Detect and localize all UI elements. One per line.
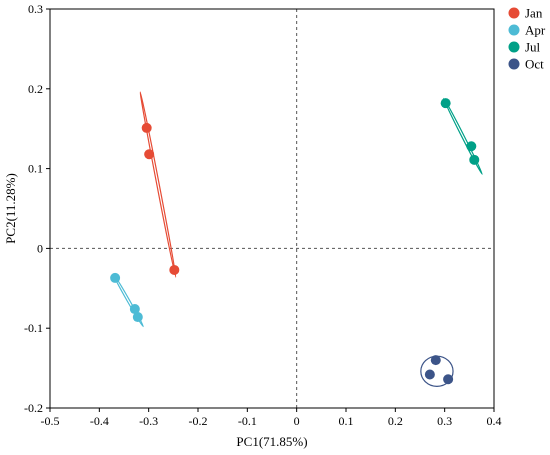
point-jul bbox=[469, 154, 480, 165]
y-axis-label: PC2(11.28%) bbox=[3, 173, 18, 244]
x-tick-label: -0.4 bbox=[90, 414, 109, 428]
legend-marker-apr bbox=[508, 24, 520, 36]
x-tick-label: 0.2 bbox=[388, 414, 403, 428]
legend-marker-oct bbox=[508, 58, 520, 70]
ellipse-jul bbox=[443, 97, 483, 175]
ellipse-jan bbox=[139, 91, 177, 278]
x-tick-label: -0.5 bbox=[41, 414, 60, 428]
x-tick-label: -0.3 bbox=[139, 414, 158, 428]
x-axis-ticks: -0.5 -0.4 -0.3 -0.2 -0.1 0 0.1 0.2 0.3 0.4 bbox=[41, 408, 502, 428]
point-apr bbox=[129, 304, 140, 315]
plot-frame bbox=[49, 8, 495, 409]
y-tick-label: 0.3 bbox=[28, 2, 43, 16]
x-tick-label: 0.4 bbox=[487, 414, 502, 428]
point-jan bbox=[141, 122, 152, 133]
legend-label-oct: Oct bbox=[525, 57, 544, 72]
legend-marker-jan bbox=[508, 7, 520, 19]
reference-lines bbox=[50, 9, 494, 408]
point-apr bbox=[110, 272, 121, 283]
legend-label-jul: Jul bbox=[525, 40, 541, 55]
legend-marker-jul bbox=[508, 41, 520, 53]
x-tick-label: 0 bbox=[294, 414, 300, 428]
point-oct bbox=[430, 355, 441, 366]
x-tick-label: -0.2 bbox=[189, 414, 208, 428]
y-tick-label: -0.2 bbox=[24, 401, 43, 415]
point-oct bbox=[443, 374, 454, 385]
point-jan bbox=[169, 264, 180, 275]
y-tick-label: 0.2 bbox=[28, 82, 43, 96]
legend: Jan Apr Jul Oct bbox=[508, 6, 546, 72]
y-axis-ticks: -0.2 -0.1 0 0.1 0.2 0.3 bbox=[24, 2, 50, 415]
x-tick-label: 0.1 bbox=[339, 414, 354, 428]
legend-label-apr: Apr bbox=[525, 23, 546, 38]
legend-label-jan: Jan bbox=[525, 6, 543, 21]
x-axis-label: PC1(71.85%) bbox=[236, 434, 307, 449]
y-tick-label: 0.1 bbox=[28, 162, 43, 176]
y-tick-label: -0.1 bbox=[24, 321, 43, 335]
point-apr bbox=[132, 312, 143, 323]
x-tick-label: -0.1 bbox=[238, 414, 257, 428]
y-tick-label: 0 bbox=[37, 241, 43, 255]
group-ellipses bbox=[112, 91, 483, 387]
point-jul bbox=[440, 98, 451, 109]
point-jul bbox=[466, 141, 477, 152]
point-oct bbox=[424, 369, 435, 380]
x-tick-label: 0.3 bbox=[437, 414, 452, 428]
point-jan bbox=[144, 149, 155, 160]
data-points bbox=[110, 98, 480, 385]
